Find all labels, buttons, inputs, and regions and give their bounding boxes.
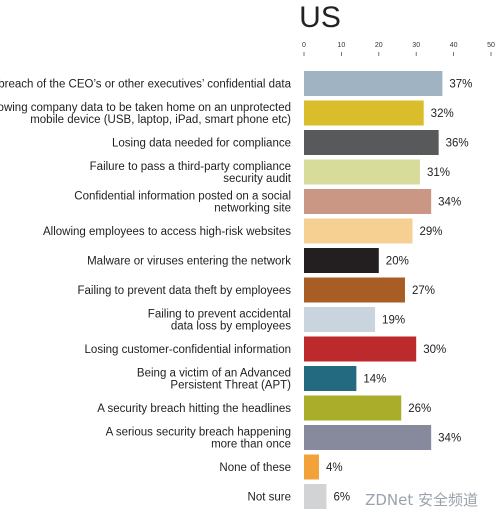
bar [304,425,432,450]
category-label: A breach of the CEO’s or other executive… [0,79,292,91]
category-label: Allowing company data to be taken home o… [0,102,291,126]
category-label-line: None of these [219,462,291,474]
bar-value-label: 27% [412,285,435,297]
category-label-line: Losing customer-confidential information [85,344,291,356]
category-label: Being a victim of an Advanced Persistent … [137,368,291,392]
category-label: Confidential information posted on a soc… [74,191,291,215]
category-label-line: Malware or viruses entering the network [87,256,291,268]
bar [304,366,357,391]
category-label: Failing to prevent accidental data loss b… [148,309,291,333]
category-label: Losing data needed for compliance [112,138,291,150]
category-label-line: A breach of the CEO’s or other executive… [0,79,292,91]
bar-value-label: 20% [386,256,409,268]
category-label-line: Confidential information posted on a soc… [74,191,291,203]
x-tick-label: 0 [302,42,306,49]
category-label-line: Allowing employees to access high-risk w… [43,226,291,238]
bar-value-label: 34% [438,433,461,445]
bar-value-label: 6% [333,492,350,504]
bar [304,277,405,303]
bar [304,395,402,421]
bar [304,130,439,155]
x-tick-label: 10 [338,42,346,49]
bar-value-label: 32% [431,108,454,120]
watermark-text: ZDNet 安全频道 [365,491,478,509]
x-tick-label: 20 [375,42,383,49]
category-label-line: Failing to prevent data theft by employe… [77,285,291,297]
category-label-line: mobile device (USB, laptop, iPad, smart … [30,114,291,126]
bar-value-label: 36% [446,138,469,150]
category-label-line: more than once [211,439,291,451]
bar-value-label: 37% [449,79,472,91]
bar [304,189,432,214]
category-label-line: networking site [214,203,291,215]
value-labels: 37% 32% 36% 31% 34% 29% 20% 27% 19% 30% 14% 26% 34% 4… [326,79,472,504]
bar [304,218,413,244]
bar [304,100,424,126]
bar-value-label: 30% [423,344,446,356]
category-label-line: security audit [223,173,292,185]
bars [304,71,443,509]
category-label: Allowing employees to access high-risk w… [43,226,291,238]
category-label-line: Failure to pass a third-party compliance [90,161,291,173]
category-label: Malware or viruses entering the network [87,256,291,268]
bar-value-label: 34% [438,197,461,209]
bar [304,159,420,185]
category-label: Losing customer-confidential information [85,344,291,356]
category-label-line: Allowing company data to be taken home o… [0,102,291,114]
category-label-line: data loss by employees [171,321,291,333]
bar [304,336,417,362]
category-label: Not sure [248,492,291,504]
category-label: Failure to pass a third-party compliance… [90,161,292,185]
category-label: None of these [219,462,291,474]
category-labels: A breach of the CEO’s or other executive… [0,79,292,504]
x-axis: 0 10 20 30 40 50 [302,42,495,56]
category-label-line: Persistent Threat (APT) [170,380,291,392]
x-tick-label: 40 [450,42,458,49]
bar-value-label: 31% [427,167,450,179]
bar-value-label: 14% [363,374,386,386]
category-label-line: Not sure [248,492,291,504]
bar-value-label: 4% [326,462,343,474]
category-label-line: Losing data needed for compliance [112,138,291,150]
category-label-line: A security breach hitting the headlines [97,403,291,415]
bar [304,307,376,332]
x-tick-label: 50 [487,42,495,49]
category-label-line: Failing to prevent accidental [148,309,291,321]
x-tick-label: 30 [412,42,420,49]
category-label-line: A serious security breach happening [106,427,291,439]
bar [304,484,327,509]
bar [304,248,379,273]
bar-value-label: 26% [408,403,431,415]
chart-title: US [299,1,341,34]
category-label: A serious security breach happening more … [106,427,291,451]
category-label-line: Being a victim of an Advanced [137,368,291,380]
category-label: A security breach hitting the headlines [97,403,291,415]
bar [304,454,319,480]
bar [304,71,443,96]
category-label: Failing to prevent data theft by employe… [77,285,291,297]
bar-value-label: 29% [419,226,442,238]
bar-value-label: 19% [382,315,405,327]
